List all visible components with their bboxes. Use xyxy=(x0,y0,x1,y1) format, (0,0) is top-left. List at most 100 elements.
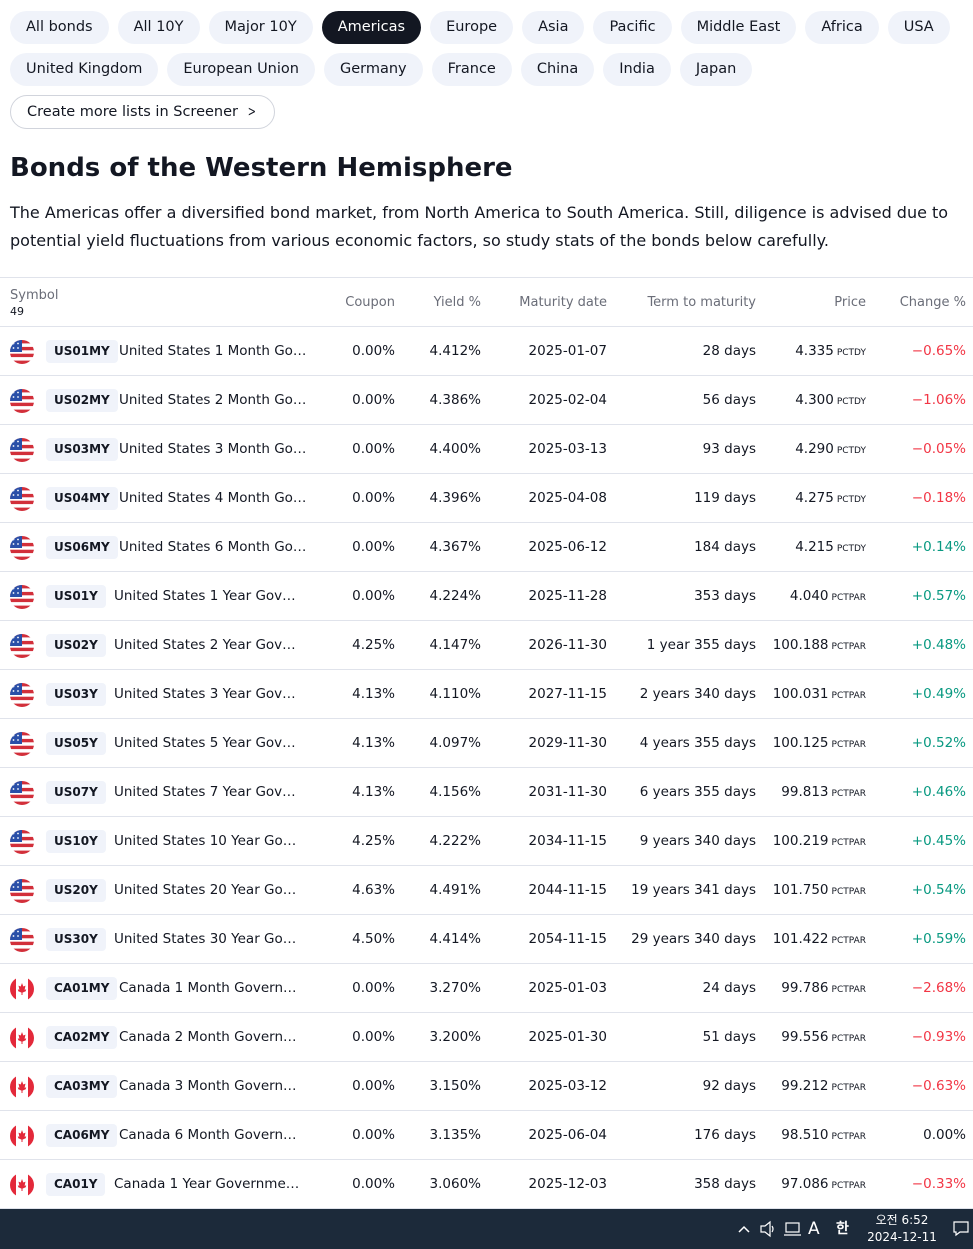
ticker-badge[interactable]: US03Y xyxy=(46,683,106,706)
yield-cell: 4.367% xyxy=(429,539,481,555)
network-icon[interactable] xyxy=(783,1209,803,1249)
column-header-maturity-date[interactable]: Maturity date xyxy=(519,295,607,310)
ticker-badge[interactable]: US20Y xyxy=(46,879,106,902)
column-header-coupon[interactable]: Coupon xyxy=(345,295,395,310)
chip-usa[interactable]: USA xyxy=(887,11,950,44)
notification-icon[interactable] xyxy=(952,1209,970,1249)
table-row[interactable]: US06MY United States 6 Month Gove… 0.00% 4.… xyxy=(0,523,973,572)
page-title: Bonds of the Western Hemisphere xyxy=(10,153,513,183)
bond-name[interactable]: United States 10 Year Gover… xyxy=(114,833,302,849)
table-row[interactable]: US03Y United States 3 Year Govern… 4.13% 4.… xyxy=(0,670,973,719)
column-header-change[interactable]: Change % xyxy=(899,295,966,310)
bond-name[interactable]: Canada 1 Month Governmen… xyxy=(119,980,307,996)
bond-name[interactable]: Canada 6 Month Governmen… xyxy=(119,1127,307,1143)
ticker-badge[interactable]: US01MY xyxy=(46,340,118,363)
price-unit: PCTPAR xyxy=(831,789,866,799)
table-row[interactable]: US02MY United States 2 Month Gove… 0.00% 4.… xyxy=(0,376,973,425)
bond-name[interactable]: United States 30 Year Gover… xyxy=(114,931,302,947)
chip-americas[interactable]: Americas xyxy=(321,11,422,44)
ticker-badge[interactable]: US04MY xyxy=(46,487,118,510)
maturity-date-cell: 2025-01-03 xyxy=(528,980,607,996)
ticker-badge[interactable]: US02MY xyxy=(46,389,118,412)
ticker-badge[interactable]: CA06MY xyxy=(46,1124,118,1147)
chip-europe[interactable]: Europe xyxy=(430,11,514,44)
bond-name[interactable]: United States 2 Year Govern… xyxy=(114,637,302,653)
price-value: 99.556 xyxy=(781,1029,829,1045)
us-flag-icon xyxy=(10,683,34,707)
table-row[interactable]: US04MY United States 4 Month Gove… 0.00% 4.… xyxy=(0,474,973,523)
bond-name[interactable]: United States 5 Year Govern… xyxy=(114,735,302,751)
table-row[interactable]: US07Y United States 7 Year Govern… 4.13% 4.… xyxy=(0,768,973,817)
bond-name[interactable]: United States 3 Year Govern… xyxy=(114,686,302,702)
coupon-cell: 0.00% xyxy=(352,490,395,506)
price-value: 4.040 xyxy=(789,588,829,604)
taskbar-clock[interactable]: 오전 6:52 2024-12-11 xyxy=(862,1212,942,1246)
table-row[interactable]: US01Y United States 1 Year Govern… 0.00% 4.… xyxy=(0,572,973,621)
chip-united-kingdom[interactable]: United Kingdom xyxy=(10,53,159,86)
table-row[interactable]: US30Y United States 30 Year Gover… 4.50% 4.… xyxy=(0,915,973,964)
table-row[interactable]: CA06MY Canada 6 Month Governmen… 0.00% 3.13… xyxy=(0,1111,973,1160)
ticker-badge[interactable]: CA01MY xyxy=(46,977,118,1000)
column-header-yield[interactable]: Yield % xyxy=(433,295,481,310)
column-header-price[interactable]: Price xyxy=(834,295,866,310)
column-header-symbol[interactable]: Symbol xyxy=(10,288,59,303)
bond-name[interactable]: United States 20 Year Gover… xyxy=(114,882,302,898)
table-row[interactable]: CA03MY Canada 3 Month Governmen… 0.00% 3.15… xyxy=(0,1062,973,1111)
table-row[interactable]: US20Y United States 20 Year Gover… 4.63% 4.… xyxy=(0,866,973,915)
bond-name[interactable]: United States 2 Month Gove… xyxy=(119,392,307,408)
chip-european-union[interactable]: European Union xyxy=(167,53,315,86)
ticker-badge[interactable]: US06MY xyxy=(46,536,118,559)
chip-all-bonds[interactable]: All bonds xyxy=(10,11,109,44)
ticker-badge[interactable]: CA01Y xyxy=(46,1173,106,1196)
chip-middle-east[interactable]: Middle East xyxy=(680,11,797,44)
chip-all-10y[interactable]: All 10Y xyxy=(117,11,200,44)
speaker-icon[interactable] xyxy=(759,1209,777,1249)
ticker-badge[interactable]: US02Y xyxy=(46,634,106,657)
maturity-date-cell: 2025-01-07 xyxy=(528,343,607,359)
table-row[interactable]: CA01MY Canada 1 Month Governmen… 0.00% 3.27… xyxy=(0,964,973,1013)
table-row[interactable]: CA01Y Canada 1 Year Government … 0.00% 3.06… xyxy=(0,1160,973,1209)
table-row[interactable]: US01MY United States 1 Month Gove… 0.00% 4.… xyxy=(0,327,973,376)
bond-name[interactable]: United States 1 Month Gove… xyxy=(119,343,307,359)
chip-japan[interactable]: Japan xyxy=(679,53,753,86)
column-header-term-to-maturity[interactable]: Term to maturity xyxy=(647,295,756,310)
ticker-badge[interactable]: US30Y xyxy=(46,928,106,951)
chip-major-10y[interactable]: Major 10Y xyxy=(208,11,313,44)
chip-china[interactable]: China xyxy=(520,53,595,86)
table-row[interactable]: US02Y United States 2 Year Govern… 4.25% 4.… xyxy=(0,621,973,670)
page-description: The Americas offer a diversified bond ma… xyxy=(10,203,949,250)
chevron-up-icon[interactable] xyxy=(737,1209,751,1249)
table-row[interactable]: US05Y United States 5 Year Govern… 4.13% 4.… xyxy=(0,719,973,768)
maturity-date-cell: 2025-11-28 xyxy=(528,588,607,604)
bond-name[interactable]: United States 6 Month Gove… xyxy=(119,539,307,555)
table-row[interactable]: US10Y United States 10 Year Gover… 4.25% 4.… xyxy=(0,817,973,866)
ime-mode-letter[interactable]: A xyxy=(808,1219,820,1239)
chip-africa[interactable]: Africa xyxy=(805,11,879,44)
chip-pacific[interactable]: Pacific xyxy=(593,11,672,44)
create-lists-in-screener-button[interactable]: Create more lists in Screener > xyxy=(10,95,275,129)
chip-germany[interactable]: Germany xyxy=(323,53,423,86)
chip-france[interactable]: France xyxy=(431,53,512,86)
bond-name[interactable]: Canada 3 Month Governmen… xyxy=(119,1078,307,1094)
bond-name[interactable]: United States 7 Year Govern… xyxy=(114,784,302,800)
ime-hangul-indicator[interactable]: 한 xyxy=(836,1221,849,1237)
price-cell: 4.275 PCTDY xyxy=(795,474,866,525)
coupon-cell: 4.25% xyxy=(352,833,395,849)
ticker-badge[interactable]: US10Y xyxy=(46,830,106,853)
ticker-badge[interactable]: US05Y xyxy=(46,732,106,755)
bond-name[interactable]: Canada 2 Month Governmen… xyxy=(119,1029,307,1045)
ticker-badge[interactable]: US01Y xyxy=(46,585,106,608)
ticker-badge[interactable]: CA02MY xyxy=(46,1026,118,1049)
bond-name[interactable]: Canada 1 Year Government … xyxy=(114,1176,302,1192)
chip-india[interactable]: India xyxy=(603,53,671,86)
bond-name[interactable]: United States 1 Year Govern… xyxy=(114,588,302,604)
bond-name[interactable]: United States 4 Month Gove… xyxy=(119,490,307,506)
price-value: 97.086 xyxy=(781,1176,829,1192)
table-row[interactable]: US03MY United States 3 Month Gove… 0.00% 4.… xyxy=(0,425,973,474)
bond-name[interactable]: United States 3 Month Gove… xyxy=(119,441,307,457)
chip-asia[interactable]: Asia xyxy=(522,11,585,44)
ticker-badge[interactable]: CA03MY xyxy=(46,1075,118,1098)
ticker-badge[interactable]: US03MY xyxy=(46,438,118,461)
table-row[interactable]: CA02MY Canada 2 Month Governmen… 0.00% 3.20… xyxy=(0,1013,973,1062)
ticker-badge[interactable]: US07Y xyxy=(46,781,106,804)
